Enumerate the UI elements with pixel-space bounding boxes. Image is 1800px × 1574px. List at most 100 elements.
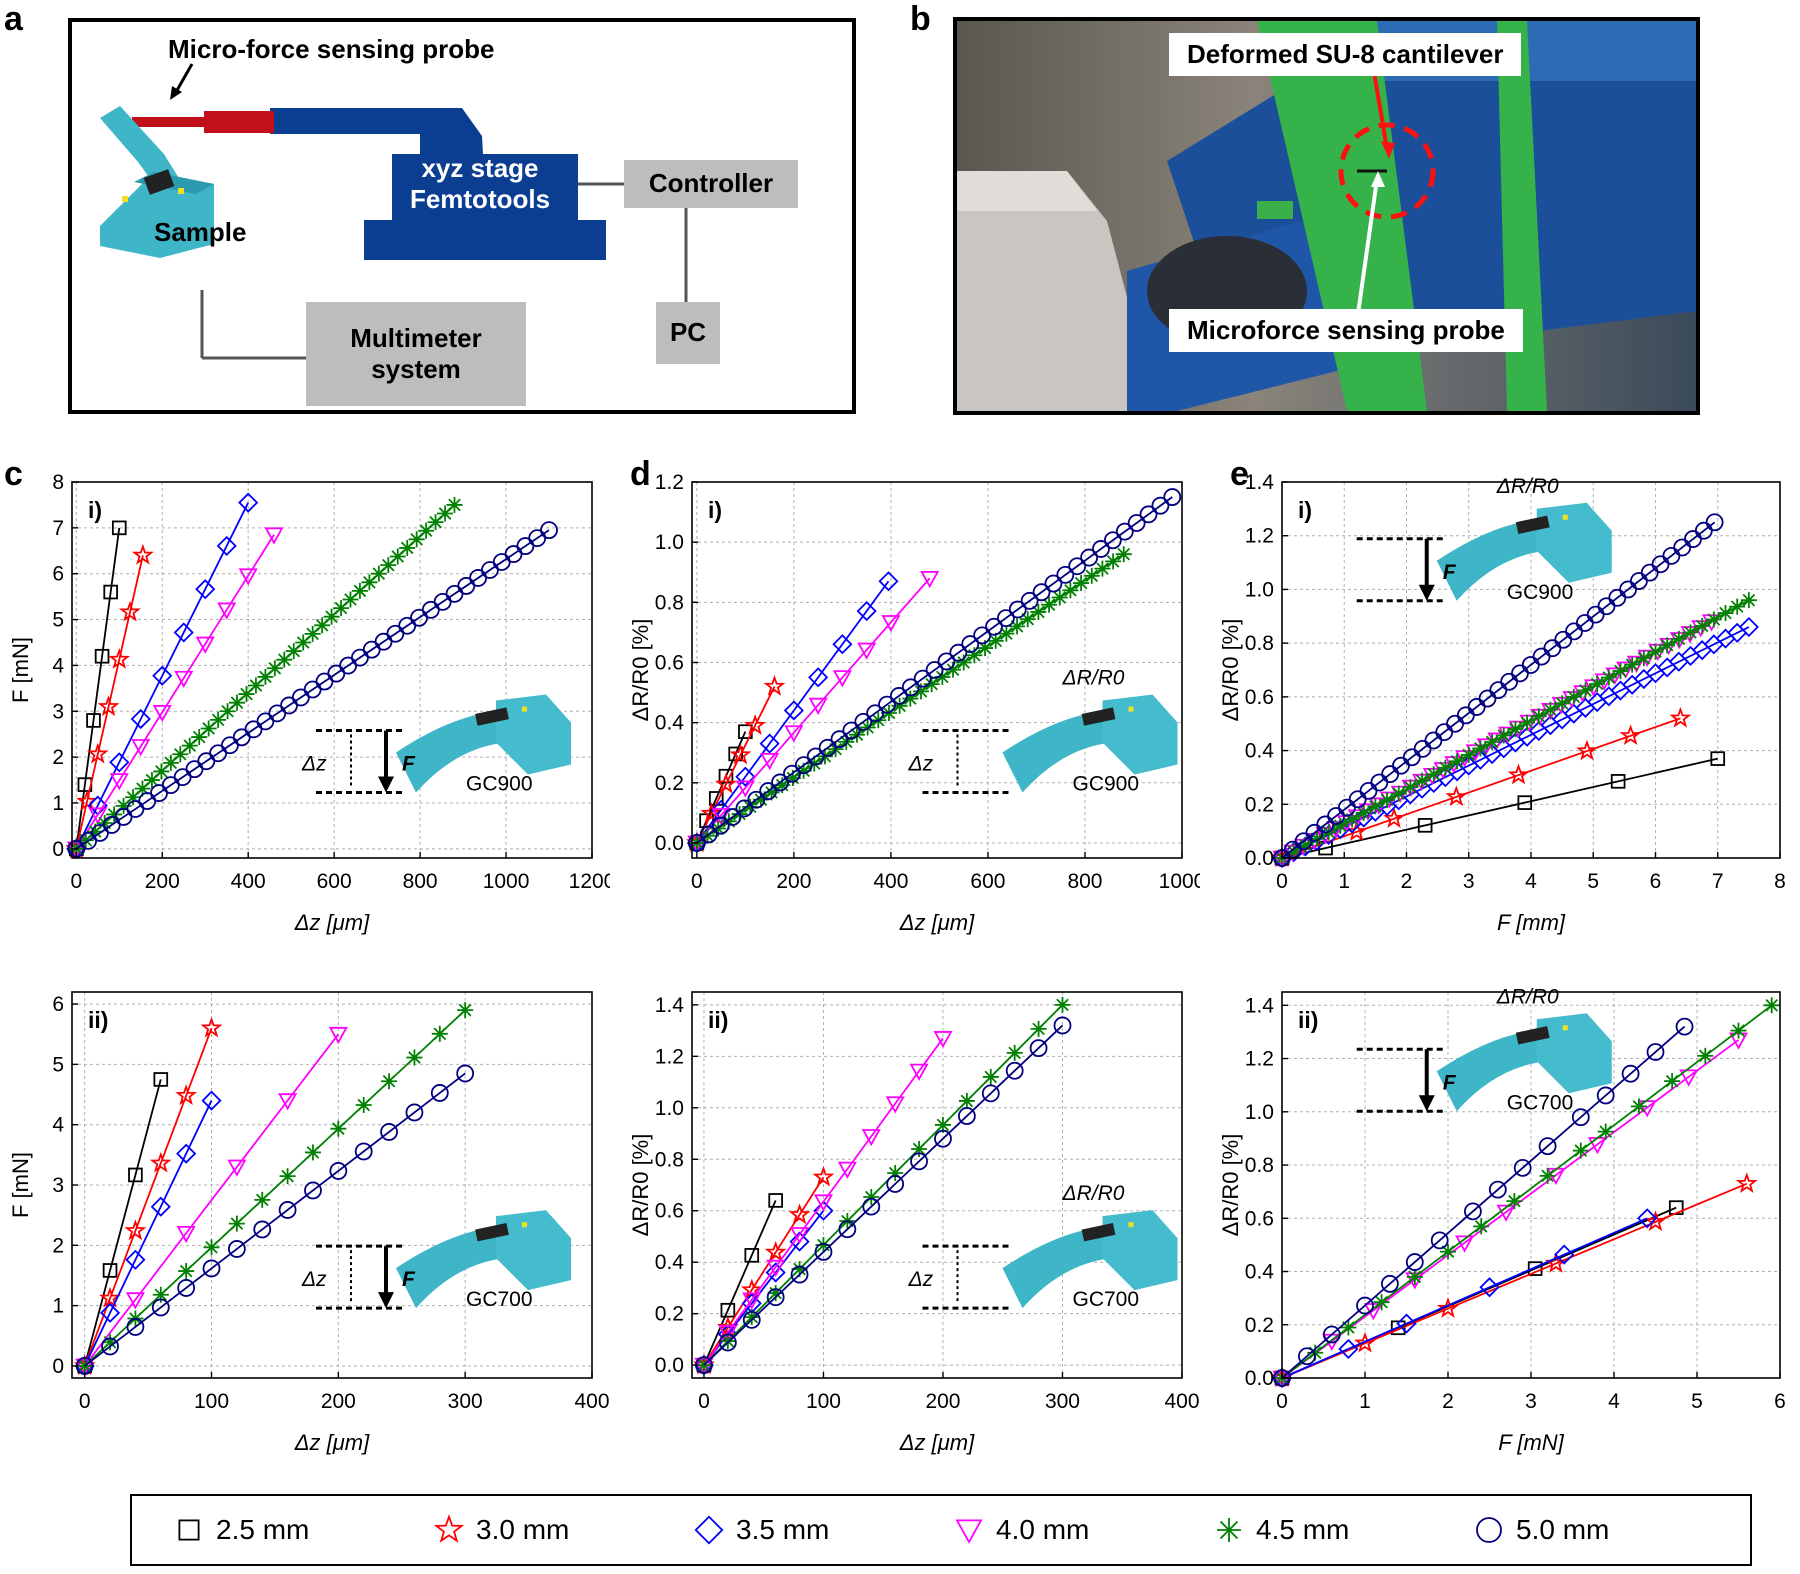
data-point <box>812 1165 835 1187</box>
x-tick-label: 300 <box>1045 1390 1080 1413</box>
data-point <box>264 527 284 545</box>
data-point <box>718 1325 738 1343</box>
data-point <box>1530 708 1547 725</box>
data-point <box>958 1092 975 1109</box>
y-tick-label: 8 <box>52 471 64 494</box>
data-point <box>863 1189 880 1206</box>
data-point <box>711 799 732 820</box>
inset-dz-label: Δz <box>908 1268 934 1291</box>
data-point <box>108 648 131 669</box>
x-tick-label: 0 <box>691 870 703 893</box>
data-point <box>1669 706 1692 728</box>
y-tick-label: 0.4 <box>655 712 685 735</box>
data-point <box>1080 548 1098 567</box>
data-point <box>201 1090 222 1111</box>
data-point <box>1029 1039 1048 1057</box>
y-tick-label: 1.4 <box>1245 471 1275 494</box>
controller-label: Controller <box>648 168 774 199</box>
data-point <box>814 1243 833 1261</box>
plot-frame <box>71 481 593 859</box>
x-tick-label: 3 <box>1525 1390 1537 1413</box>
data-point <box>1538 1137 1557 1156</box>
y-tick-label: 0.2 <box>655 1303 684 1326</box>
data-point <box>1151 496 1170 515</box>
y-tick-label: 5 <box>52 609 64 632</box>
data-point <box>279 1168 296 1185</box>
data-point <box>949 643 968 662</box>
data-point <box>1322 1325 1341 1344</box>
grid <box>72 481 593 858</box>
data-point <box>97 695 120 717</box>
data-point <box>1115 522 1134 541</box>
data-point <box>723 808 742 826</box>
inset-dz-label: Δz <box>908 753 934 776</box>
data-point <box>1589 675 1606 692</box>
data-point <box>76 790 98 811</box>
data-point <box>1094 560 1111 577</box>
data-point <box>1621 1064 1640 1083</box>
y-tick-label: 1.0 <box>655 531 684 554</box>
inset-dz-label: Δz <box>301 753 327 776</box>
series-45mm <box>76 1002 474 1374</box>
data-point <box>1496 1204 1516 1222</box>
y-axis-label: ΔR/R0 [%] <box>630 1134 653 1237</box>
data-point <box>1062 582 1079 599</box>
y-tick-label: 0.4 <box>1245 740 1275 763</box>
x-tick-label: 1000 <box>1159 870 1200 893</box>
data-point <box>1679 1069 1699 1087</box>
x-axis-label: F [mN] <box>1498 1430 1564 1455</box>
data-point <box>111 520 127 536</box>
legend-label: 3.5 mm <box>736 1514 830 1545</box>
data-point <box>1105 553 1122 570</box>
data-point <box>1103 531 1122 550</box>
series-50mm <box>687 488 1182 852</box>
data-point <box>1356 1296 1374 1315</box>
y-axis-label: F [mN] <box>10 637 33 703</box>
inset-dr-label: ΔR/R0 <box>1062 1182 1125 1205</box>
data-point <box>700 802 723 823</box>
series-45mm <box>688 546 1132 851</box>
y-tick-label: 0.2 <box>1245 793 1274 816</box>
data-point <box>99 1286 121 1308</box>
y-axis-label: F [mN] <box>10 1152 33 1218</box>
inset-sample-label: GC900 <box>1073 773 1140 796</box>
chart-tag: i) <box>88 497 102 523</box>
data-point <box>1730 1022 1747 1039</box>
series-line <box>75 502 250 850</box>
legend-item: 4.5 mm <box>1212 1496 1349 1564</box>
x-tick-label: 0 <box>1276 1390 1288 1413</box>
y-tick-label: 0.6 <box>1245 686 1274 709</box>
x-tick-label: 400 <box>873 870 908 893</box>
data-point <box>103 584 118 600</box>
data-point <box>1659 637 1676 654</box>
data-point <box>838 1220 857 1239</box>
series-40mm <box>1272 1032 1749 1388</box>
data-point <box>124 1219 147 1241</box>
y-tick-label: 0.0 <box>1245 1367 1274 1390</box>
x-tick-label: 100 <box>806 1390 841 1413</box>
data-point <box>330 1120 347 1137</box>
data-point <box>1373 1294 1390 1311</box>
data-point <box>1056 565 1075 584</box>
legend-label: 4.0 mm <box>996 1514 1090 1545</box>
data-point <box>1596 1086 1615 1105</box>
data-point <box>1507 721 1524 738</box>
data-point <box>1484 733 1501 750</box>
data-point <box>86 713 101 728</box>
series-line <box>696 686 776 844</box>
data-point <box>151 1298 170 1317</box>
data-point <box>1032 583 1051 602</box>
data-point <box>217 602 237 620</box>
series-line <box>703 1037 944 1366</box>
data-point <box>1519 714 1536 731</box>
data-point <box>1576 739 1598 761</box>
data-point <box>1646 1043 1665 1061</box>
schematic-drawing <box>100 63 688 360</box>
sample-inset: F ΔR/R0 GC700 <box>1356 985 1612 1114</box>
data-point <box>766 1259 786 1277</box>
data-point <box>711 816 730 835</box>
data-point <box>1542 701 1559 718</box>
data-point <box>1513 1158 1532 1177</box>
series-line <box>1281 1004 1773 1379</box>
data-point <box>1577 682 1594 699</box>
